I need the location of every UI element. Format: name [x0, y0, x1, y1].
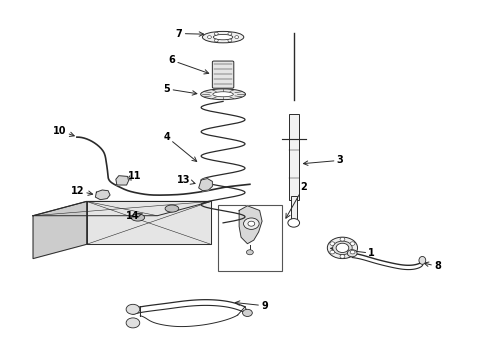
Polygon shape [239, 206, 262, 244]
Bar [291, 196, 297, 221]
Circle shape [126, 318, 140, 328]
Ellipse shape [202, 31, 244, 43]
Circle shape [228, 32, 232, 35]
Circle shape [126, 304, 140, 314]
FancyBboxPatch shape [212, 61, 234, 88]
Circle shape [340, 255, 345, 258]
Circle shape [330, 242, 335, 246]
Text: 14: 14 [126, 211, 143, 221]
Ellipse shape [327, 237, 358, 258]
Text: 1: 1 [331, 247, 375, 258]
Polygon shape [96, 190, 110, 200]
Text: 6: 6 [169, 55, 209, 74]
Text: 2: 2 [286, 182, 307, 218]
Ellipse shape [165, 205, 179, 212]
Circle shape [288, 219, 299, 227]
Text: 5: 5 [164, 84, 197, 95]
Text: 11: 11 [126, 171, 141, 181]
Circle shape [248, 221, 255, 226]
Ellipse shape [201, 89, 245, 100]
Circle shape [235, 36, 239, 39]
Text: 7: 7 [176, 28, 204, 39]
Polygon shape [33, 202, 87, 258]
Polygon shape [116, 176, 128, 185]
Ellipse shape [213, 35, 233, 40]
Circle shape [330, 250, 335, 254]
Polygon shape [199, 179, 212, 191]
Polygon shape [87, 202, 211, 244]
Ellipse shape [419, 256, 426, 264]
Circle shape [214, 32, 218, 35]
Circle shape [243, 309, 252, 316]
Text: 4: 4 [164, 132, 196, 162]
Circle shape [347, 249, 357, 257]
Ellipse shape [333, 241, 352, 255]
Circle shape [350, 242, 355, 246]
Circle shape [336, 243, 349, 252]
Text: 8: 8 [424, 261, 441, 271]
Circle shape [207, 36, 211, 39]
Circle shape [340, 238, 345, 241]
Bar [218, 205, 282, 271]
Text: 9: 9 [235, 301, 268, 311]
Text: 13: 13 [177, 175, 195, 185]
Ellipse shape [131, 214, 145, 221]
Circle shape [214, 39, 218, 42]
Circle shape [244, 218, 259, 229]
Circle shape [350, 250, 355, 254]
Circle shape [228, 39, 232, 42]
Polygon shape [33, 202, 211, 216]
Text: 10: 10 [53, 126, 74, 136]
Circle shape [246, 250, 253, 255]
Text: 3: 3 [303, 156, 343, 165]
Text: 12: 12 [71, 186, 93, 196]
Bar [289, 114, 298, 200]
Ellipse shape [213, 92, 233, 97]
